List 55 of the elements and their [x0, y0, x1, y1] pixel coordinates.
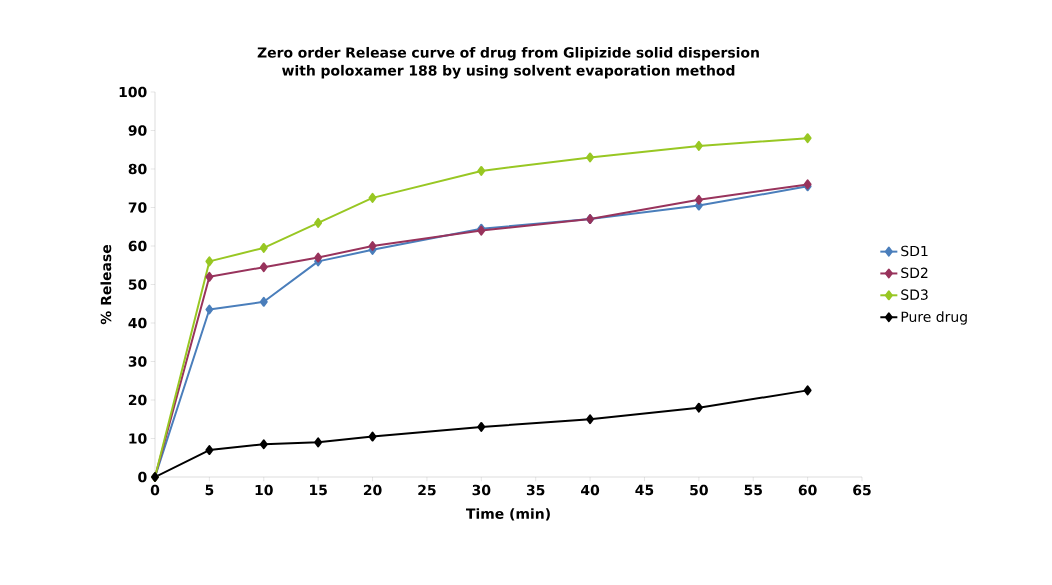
point: [205, 445, 214, 456]
point: [314, 217, 323, 228]
point: [259, 296, 268, 307]
x-tick-label: 25: [418, 484, 436, 496]
x-tick-label: 40: [581, 484, 600, 496]
y-axis-title: % Release: [100, 244, 112, 325]
point: [803, 385, 812, 396]
point: [694, 402, 703, 413]
y-tick-label: 10: [129, 433, 147, 444]
x-tick-label: 50: [690, 484, 708, 496]
legend-label: SD1: [901, 245, 928, 257]
point: [259, 242, 268, 253]
x-tick-label: 35: [526, 484, 545, 496]
legend-label: SD3: [901, 289, 928, 300]
x-tick-label: 0: [150, 484, 160, 496]
x-tick-label: 65: [853, 484, 871, 496]
point: [368, 241, 377, 251]
chart-title: Zero order Release curve of drug from Glipizide solid dispersion with poloxamer 188 by using solvent evaporation method: [257, 46, 759, 79]
x-tick-label: 60: [798, 484, 817, 496]
point: [205, 271, 214, 282]
y-tick-label: 90: [128, 125, 147, 136]
y-tick-label: 100: [119, 86, 147, 98]
x-tick-label: 45: [635, 484, 654, 496]
point: [803, 133, 812, 144]
y-tick-label: 80: [128, 163, 147, 175]
point: [586, 414, 595, 425]
x-axis-title: Time (min): [466, 508, 550, 521]
legend-label: Pure drug: [901, 311, 967, 325]
point: [368, 192, 377, 203]
x-tick-label: 55: [744, 484, 762, 496]
point: [259, 439, 268, 450]
point: [314, 252, 323, 263]
point: [477, 421, 486, 432]
point: [694, 140, 703, 151]
point: [314, 437, 323, 448]
x-tick-label: 10: [255, 484, 273, 496]
legend-label: SD2: [901, 267, 928, 279]
point: [205, 304, 214, 315]
y-tick-label: 30: [128, 356, 147, 367]
y-tick-label: 50: [128, 279, 147, 290]
point: [586, 152, 595, 163]
x-tick-label: 30: [472, 484, 491, 496]
y-tick-label: 70: [128, 202, 147, 213]
x-tick-label: 20: [363, 484, 382, 496]
y-tick-label: 0: [138, 471, 147, 483]
point: [477, 165, 486, 176]
y-tick-label: 40: [128, 317, 147, 329]
y-tick-label: 60: [128, 240, 147, 252]
point: [368, 431, 377, 442]
x-tick-label: 5: [205, 484, 214, 496]
point: [694, 194, 703, 205]
point: [259, 262, 268, 273]
y-tick-label: 20: [128, 394, 147, 406]
x-tick-label: 15: [310, 484, 327, 496]
point: [205, 256, 214, 267]
